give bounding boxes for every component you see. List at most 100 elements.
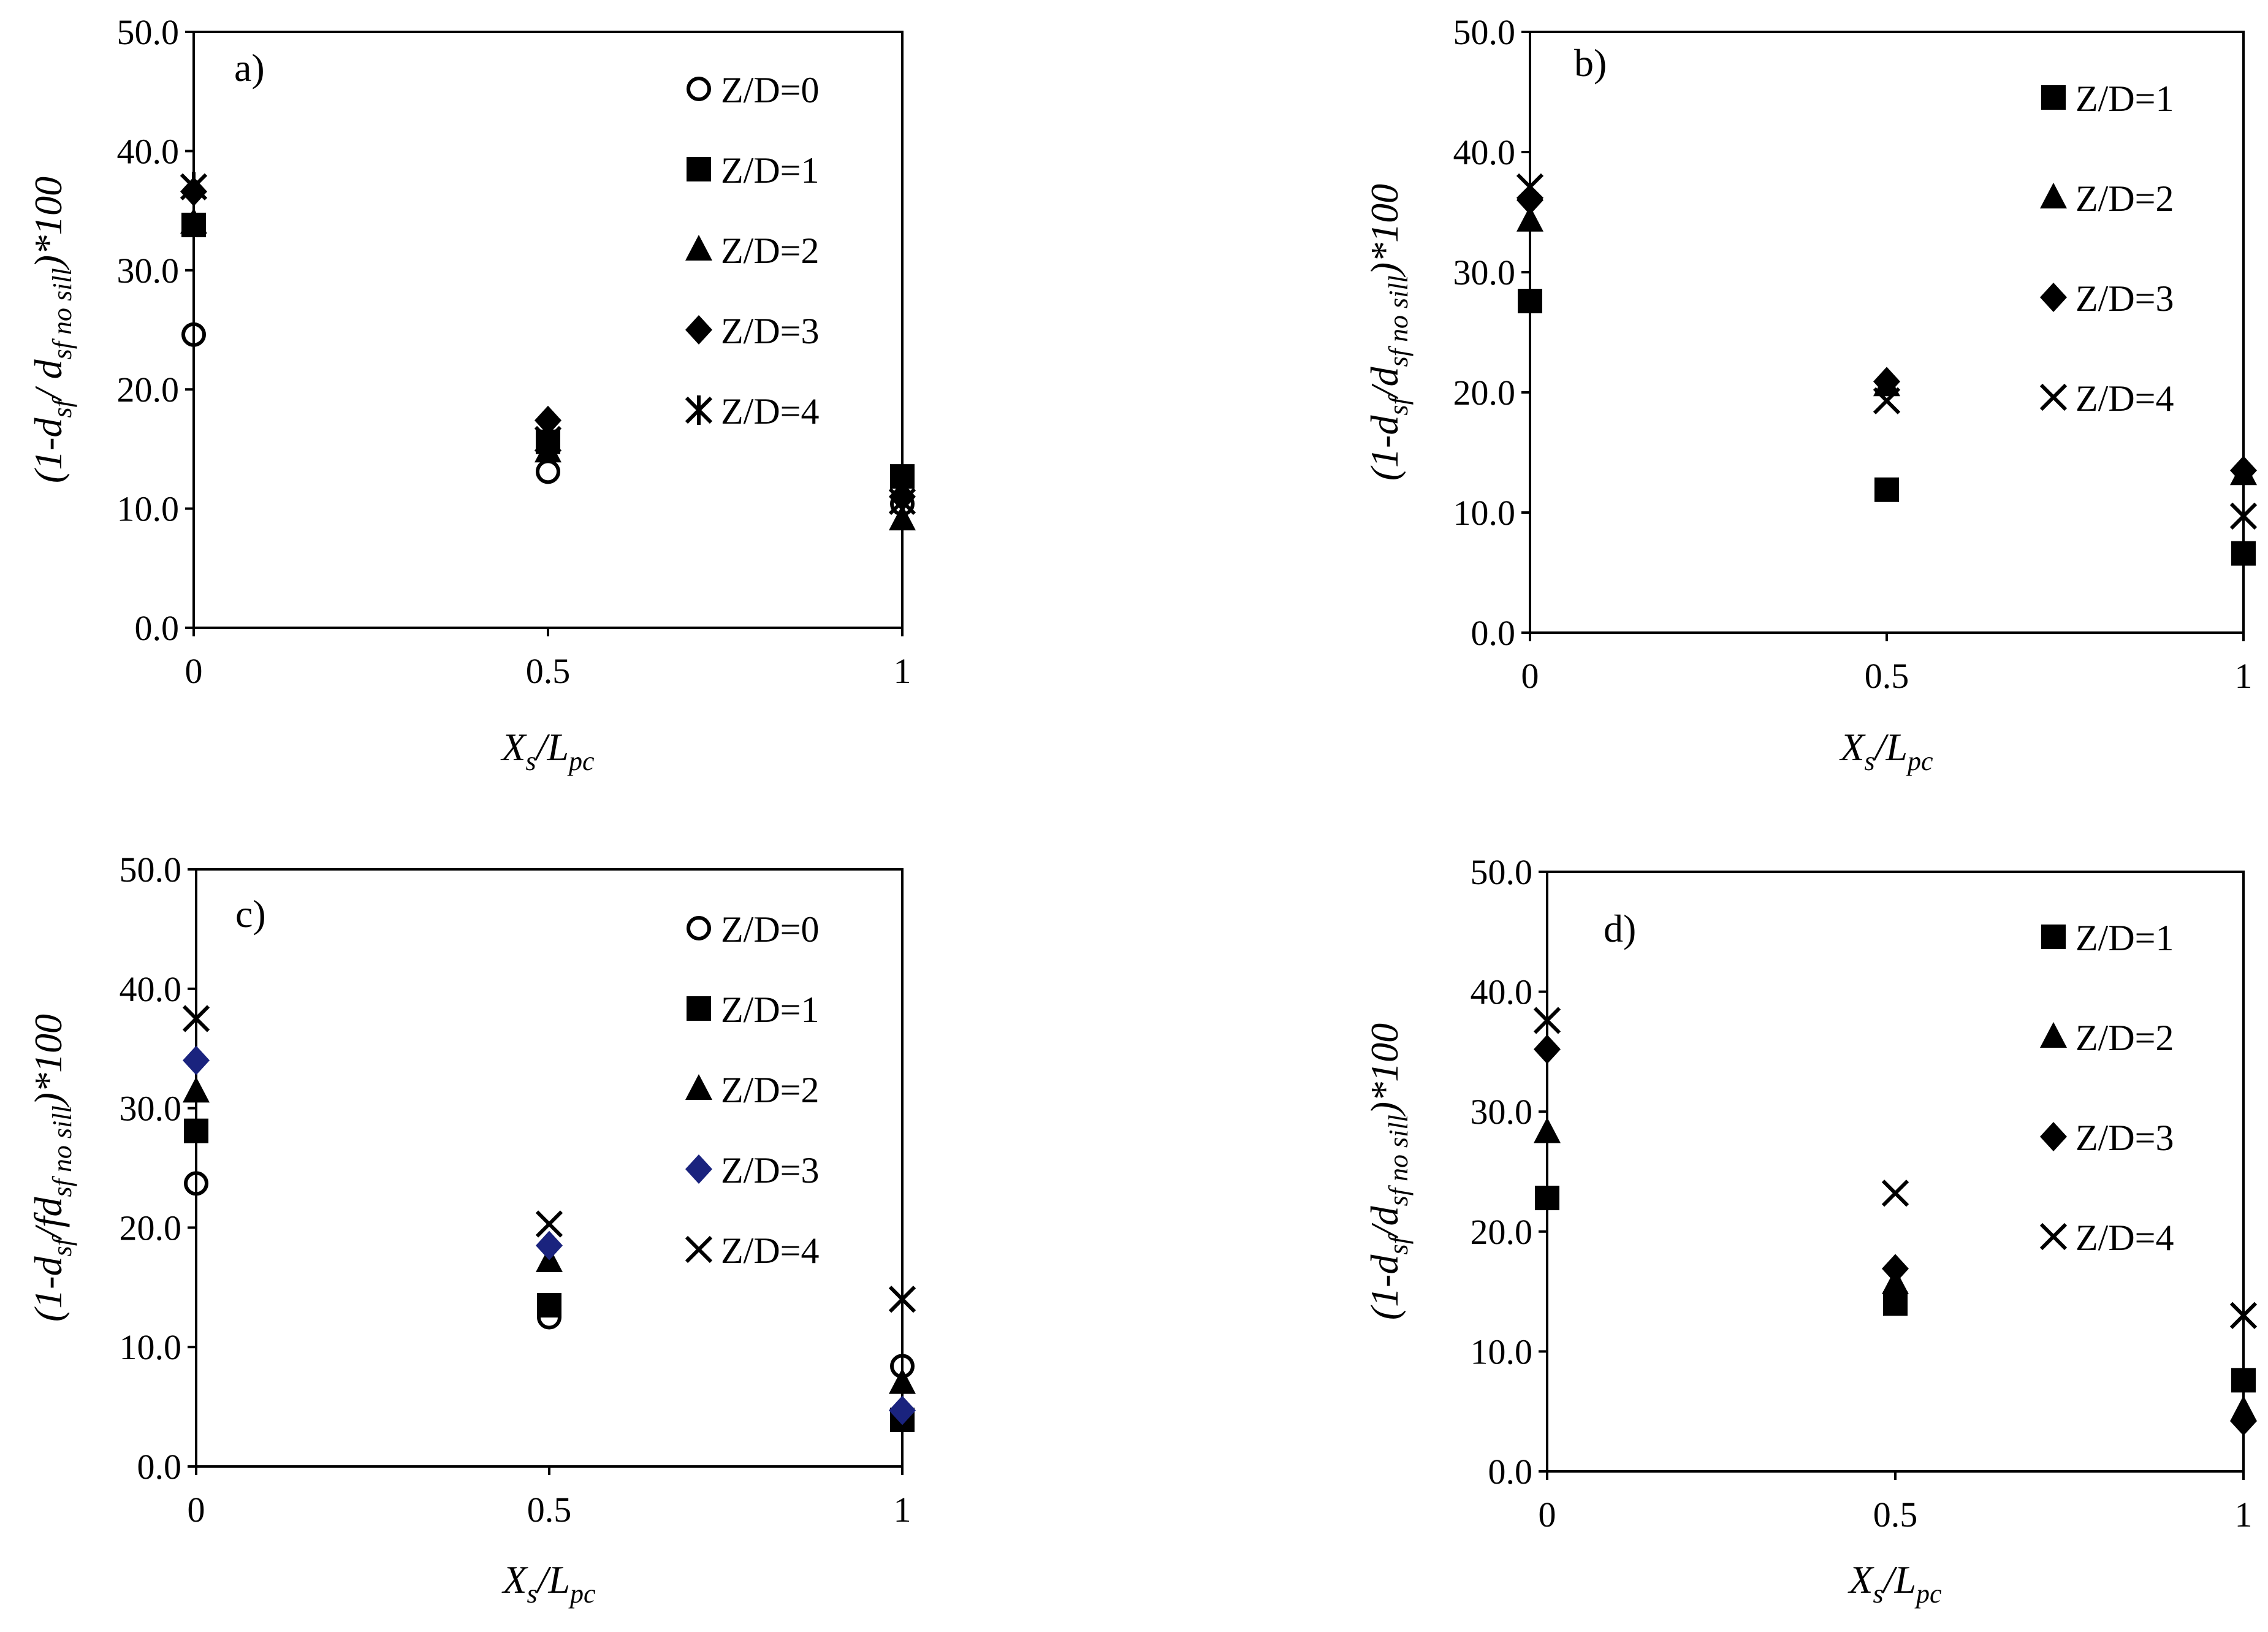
data-point xyxy=(2231,541,2256,566)
legend-marker xyxy=(2039,383,2068,411)
y-tick-label: 50.0 xyxy=(120,850,182,890)
data-point xyxy=(180,208,207,234)
y-tick-label: 20.0 xyxy=(117,370,180,410)
series-z-d-4 xyxy=(1516,173,2258,530)
legend-marker xyxy=(2039,1222,2068,1251)
data-point xyxy=(889,1395,916,1425)
panel-label: c) xyxy=(235,892,266,936)
x-tick-label: 0 xyxy=(1539,1495,1556,1535)
data-point xyxy=(889,1368,916,1394)
data-point xyxy=(535,1210,563,1238)
legend-label: Z/D=2 xyxy=(721,231,820,271)
x-tick-label: 0 xyxy=(1521,656,1539,696)
legend-item: Z/D=1 xyxy=(2041,78,2174,119)
legend-marker xyxy=(2041,925,2066,949)
legend-label: Z/D=2 xyxy=(721,1070,820,1110)
data-point xyxy=(1882,1254,1909,1284)
series-z-d-0 xyxy=(184,1171,915,1379)
y-tick-label: 50.0 xyxy=(1453,12,1516,52)
x-tick-label: 0.5 xyxy=(1865,656,1909,696)
data-point xyxy=(2230,456,2257,486)
data-point xyxy=(183,1077,210,1103)
x-axis-label: Xs/Lpc xyxy=(1847,1558,1942,1609)
chart-panel-d: 0.0 10.0 20.0 30.0 40.0 50.0 0 0.5 1 d) Xs/Lpc (1-d… xyxy=(1363,852,2258,1609)
data-point xyxy=(1874,477,1899,502)
series-z-d-3 xyxy=(1534,1034,2257,1436)
legend-marker xyxy=(685,1235,713,1264)
x-tick-label: 1 xyxy=(894,651,911,691)
data-point xyxy=(889,505,916,531)
y-axis-label: (1-dsf/ dsf no sill)*100 xyxy=(26,177,77,483)
legend-marker xyxy=(685,1154,712,1184)
legend: Z/D=0 Z/D=1 Z/D=2 Z/D=3 Z/D=4 xyxy=(685,70,820,432)
legend-label: Z/D=1 xyxy=(2076,78,2174,119)
x-axis-label: Xs/Lpc xyxy=(501,1558,596,1609)
legend-marker xyxy=(2040,183,2067,208)
y-tick-label: 50.0 xyxy=(117,12,180,52)
y-tick-label: 30.0 xyxy=(1471,1092,1533,1132)
data-point xyxy=(536,1230,563,1260)
data-point xyxy=(184,1118,208,1143)
y-tick-label: 30.0 xyxy=(117,251,180,291)
legend-item: Z/D=3 xyxy=(2040,1118,2174,1158)
legend-label: Z/D=2 xyxy=(2076,1018,2174,1058)
legend-item: Z/D=3 xyxy=(685,1150,820,1191)
legend-label: Z/D=1 xyxy=(721,150,820,191)
data-point xyxy=(534,424,562,454)
y-tick-label: 40.0 xyxy=(1471,972,1533,1012)
legend-label: Z/D=4 xyxy=(721,391,820,432)
legend-label: Z/D=0 xyxy=(721,70,820,110)
data-point xyxy=(1533,1007,1561,1034)
legend-item: Z/D=4 xyxy=(685,1230,820,1271)
y-tick-label: 0.0 xyxy=(1488,1452,1533,1492)
x-tick-label: 0 xyxy=(188,1490,205,1530)
legend: Z/D=0 Z/D=1 Z/D=2 Z/D=3 Z/D=4 xyxy=(685,909,820,1271)
panel-label: b) xyxy=(1574,41,1607,85)
plot-frame xyxy=(1529,31,2245,634)
x-tick-label: 0.5 xyxy=(527,1490,572,1530)
y-tick-label: 20.0 xyxy=(1453,373,1516,413)
x-tick-label: 1 xyxy=(894,1490,911,1530)
data-point xyxy=(180,172,208,202)
legend-item: Z/D=4 xyxy=(2039,378,2174,419)
legend: Z/D=1 Z/D=2 Z/D=3 Z/D=4 xyxy=(2039,78,2174,419)
y-axis-label: (1-dsf/dsf no sill)*100 xyxy=(1363,184,1414,481)
data-point xyxy=(183,1045,210,1075)
data-point xyxy=(537,1293,561,1318)
chart-panel-b: 0.0 10.0 20.0 30.0 40.0 50.0 0 0.5 1 b) Xs/Lpc (1-d… xyxy=(1363,12,2258,776)
data-point xyxy=(2229,1302,2258,1329)
legend-label: Z/D=4 xyxy=(721,1230,820,1271)
legend-marker xyxy=(687,77,711,101)
plot-frame xyxy=(1546,871,2245,1473)
data-point xyxy=(2230,1406,2257,1436)
legend-marker xyxy=(685,395,713,425)
y-tick-label: 0.0 xyxy=(135,608,180,648)
legend-marker xyxy=(2040,1122,2067,1151)
series-z-d-4 xyxy=(180,172,916,516)
legend-label: Z/D=1 xyxy=(721,989,820,1030)
y-tick-label: 40.0 xyxy=(117,131,180,171)
data-point xyxy=(1873,387,1901,414)
legend-item: Z/D=2 xyxy=(685,231,820,271)
legend-label: Z/D=3 xyxy=(721,1150,820,1191)
x-tick-label: 0.5 xyxy=(526,651,571,691)
panel-label: d) xyxy=(1604,907,1636,950)
legend-item: Z/D=2 xyxy=(2040,1018,2174,1058)
y-tick-label: 10.0 xyxy=(1453,493,1516,533)
x-tick-label: 1 xyxy=(2235,656,2253,696)
x-tick-label: 0.5 xyxy=(1873,1495,1918,1535)
x-tick-label: 0 xyxy=(185,651,203,691)
data-point xyxy=(1873,367,1900,397)
y-tick-label: 10.0 xyxy=(120,1327,182,1367)
y-tick-label: 10.0 xyxy=(1471,1332,1533,1371)
legend-item: Z/D=2 xyxy=(2040,178,2174,219)
data-point xyxy=(536,459,560,484)
legend-marker xyxy=(687,157,711,181)
legend-label: Z/D=3 xyxy=(2076,1118,2174,1158)
legend-marker xyxy=(687,916,711,940)
series-z-d-4 xyxy=(1533,1007,2258,1329)
series-z-d-1 xyxy=(1518,289,2256,566)
chart-panel-a: 0.0 10.0 20.0 30.0 40.0 50.0 0 0.5 1 a) Xs/Lpc (1-d… xyxy=(26,12,916,776)
series-z-d-3 xyxy=(1516,185,2257,486)
